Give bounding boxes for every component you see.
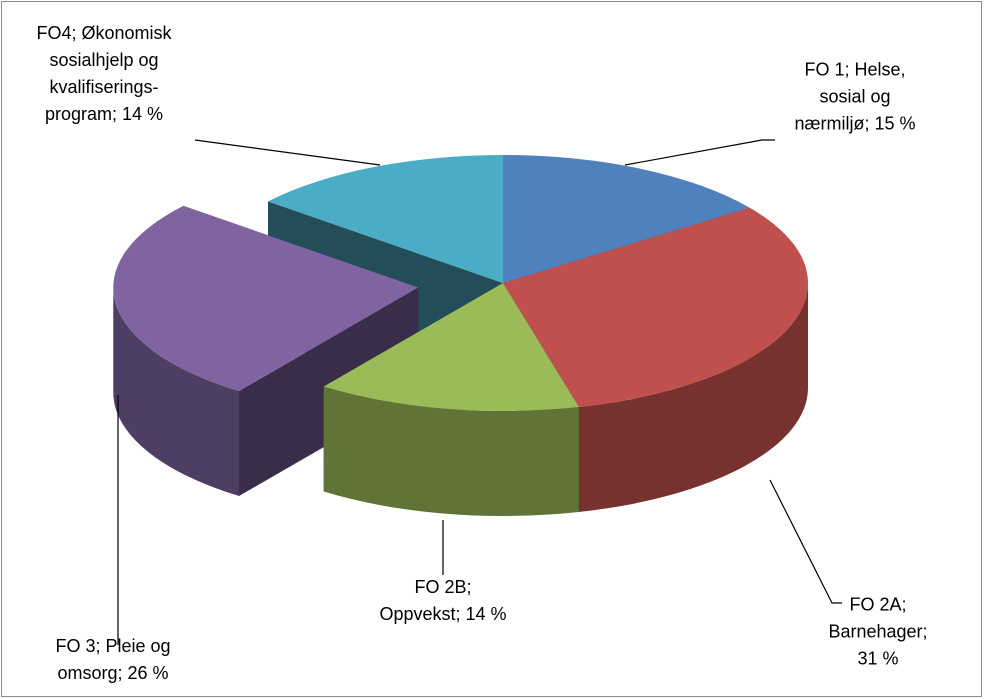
data-label: FO 2A; Barnehager; 31 % bbox=[828, 594, 928, 669]
leader-line bbox=[194, 139, 381, 166]
data-label: FO4; Økonomisk sosialhjelp og kvalifiser… bbox=[36, 23, 172, 124]
data-label: FO 1; Helse, sosial og nærmiljø; 15 % bbox=[794, 59, 916, 134]
leader-line bbox=[624, 139, 775, 166]
slice-side bbox=[323, 386, 579, 516]
slice bbox=[503, 207, 808, 407]
data-label: FO 2B; Oppvekst; 14 % bbox=[379, 577, 507, 624]
data-label: FO 3; Pleie og omsorg; 26 % bbox=[55, 636, 171, 683]
leader-line bbox=[769, 479, 842, 604]
slice-side bbox=[578, 283, 808, 512]
slice-side bbox=[113, 287, 239, 497]
slice bbox=[267, 155, 503, 283]
slice bbox=[503, 155, 750, 283]
slice bbox=[323, 283, 579, 411]
slice bbox=[113, 205, 419, 392]
